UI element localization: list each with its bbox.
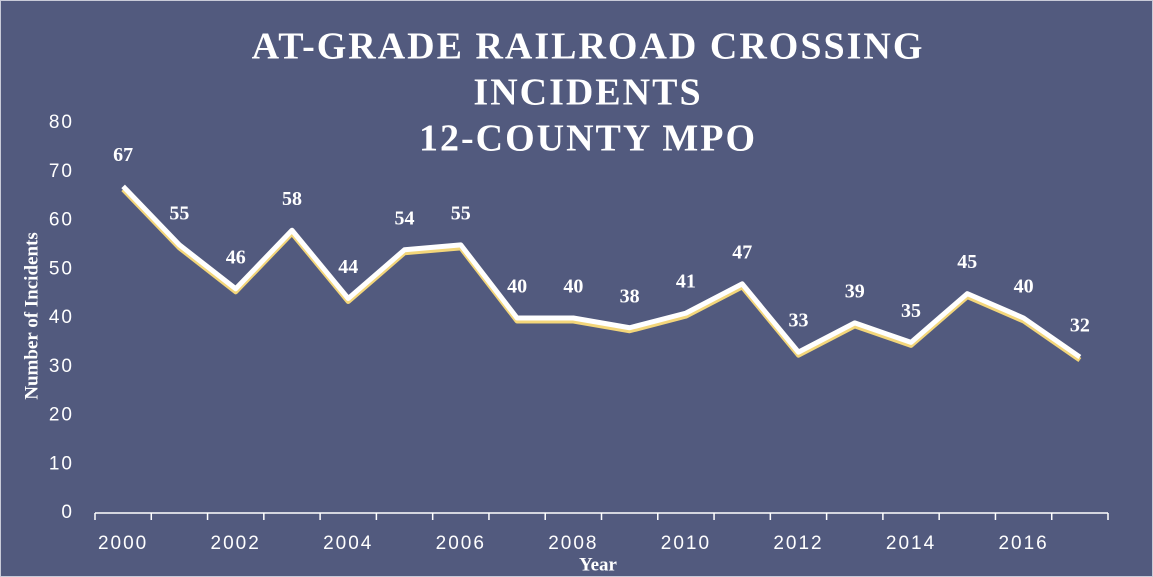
y-tick-label: 0 [61, 502, 74, 523]
y-tick-label: 80 [49, 112, 74, 133]
data-label: 40 [507, 276, 527, 298]
y-tick-label: 60 [49, 210, 74, 231]
data-label: 58 [282, 188, 302, 210]
x-tick-label: 2004 [323, 533, 373, 554]
x-tick-label: 2014 [886, 533, 936, 554]
data-label: 54 [395, 207, 415, 229]
x-tick-label: 2008 [548, 533, 598, 554]
chart-title: 12-COUNTY MPO [419, 118, 757, 160]
y-tick-label: 40 [49, 307, 74, 328]
x-axis-title: Year [579, 554, 618, 575]
x-tick-label: 2016 [998, 533, 1048, 554]
data-label: 40 [563, 276, 583, 298]
y-tick-label: 30 [49, 356, 74, 377]
data-label: 67 [113, 144, 133, 166]
data-label: 44 [338, 256, 358, 278]
data-label: 33 [788, 310, 808, 332]
chart-title: INCIDENTS [473, 72, 702, 114]
y-tick-label: 20 [49, 405, 74, 426]
data-label: 41 [676, 271, 696, 293]
line [121, 184, 1082, 360]
data-label: 45 [957, 251, 977, 273]
data-label: 32 [1070, 315, 1090, 337]
data-label: 35 [901, 300, 921, 322]
chart-title: AT-GRADE RAILROAD CROSSING [252, 26, 925, 68]
x-tick-label: 2010 [661, 533, 711, 554]
x-tick-label: 2012 [773, 533, 823, 554]
y-tick-label: 50 [49, 258, 74, 279]
y-axis-title: Number of Incidents [21, 232, 42, 400]
data-label: 47 [732, 241, 752, 263]
data-label: 39 [845, 280, 865, 302]
data-label: 40 [1014, 276, 1034, 298]
data-label: 55 [169, 202, 189, 224]
y-tick-label: 10 [49, 453, 74, 474]
x-tick-label: 2006 [436, 533, 486, 554]
data-label: 46 [226, 246, 246, 268]
x-tick-label: 2002 [211, 533, 261, 554]
data-label: 38 [620, 285, 640, 307]
data-label: 55 [451, 202, 471, 224]
y-tick-label: 70 [49, 161, 74, 182]
x-tick-label: 2000 [98, 533, 148, 554]
